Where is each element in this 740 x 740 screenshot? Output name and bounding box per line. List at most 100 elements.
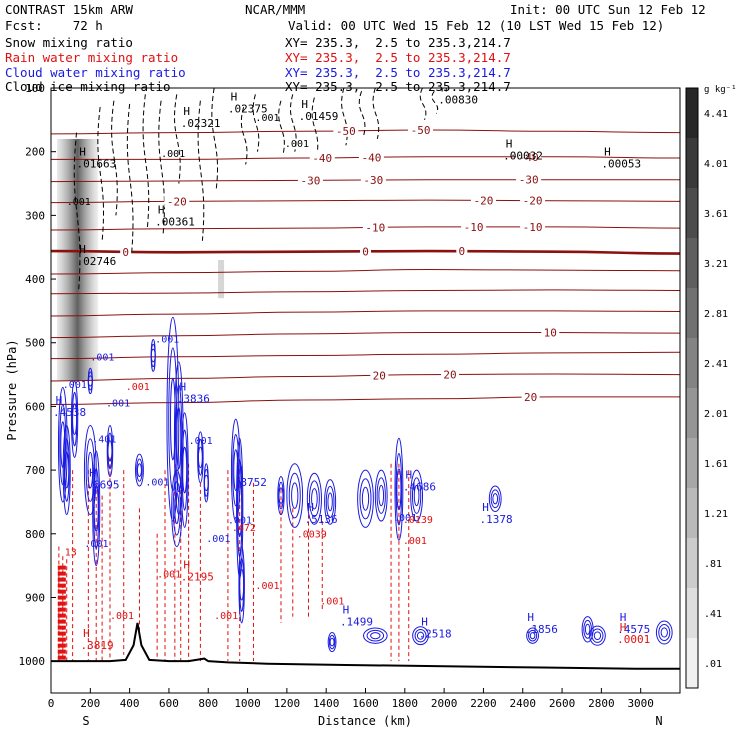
contour-label: -40 [519,151,539,164]
ice-shading [56,138,99,381]
colorbar-label: 2.01 [704,409,728,420]
field-xy-cloud-water: XY= 235.3, 2.5 to 235.3,214.7 [285,65,511,80]
x-tick-label: 200 [80,697,100,710]
extremum-marker: H [79,146,86,159]
snow-contour [211,88,219,190]
temperature-contour [51,129,680,135]
temperature-contour [51,310,680,317]
colorbar-unit: g kg⁻¹ [704,85,737,95]
contour-label-bg [521,391,540,404]
x-tick-label: 1600 [352,697,379,710]
contour-value: .001 [206,534,230,545]
cloud-contour [180,412,189,528]
extremum-marker: H [158,204,165,217]
snow-contour [372,88,380,140]
colorbar-label: 3.61 [704,209,728,220]
temperature-contour [51,351,680,360]
colorbar-bin [686,88,698,138]
field-xy-cloud-ice: XY= 235.3, 2.5 to 235.3,214.7 [285,79,511,94]
extremum-value: .02321 [181,117,221,130]
x-tick-label: 1400 [313,697,340,710]
contour-value: .001 [63,380,87,391]
cloud-contour [135,453,144,487]
cloud-contour [288,472,301,519]
colorbar-bin [686,638,698,688]
cloud-contour [363,627,388,644]
contour-label-bg [516,173,542,186]
cloud-contour [327,632,337,653]
contour-label: -30 [363,174,383,187]
contour-label: -10 [523,221,543,234]
extremum-value: .5136 [305,513,338,526]
colorbar-bin [686,588,698,638]
contour-value: .001 [285,139,309,150]
y-tick-label: 1000 [19,655,46,668]
cloud-contour [412,626,429,646]
cloud-contour [203,474,209,491]
contour-label: -40 [361,151,381,164]
colorbar-label: 2.81 [704,309,728,320]
y-tick-label: 400 [25,273,45,286]
contour-label-bg [164,195,190,208]
extremum-value: .2518 [419,628,452,641]
contour-value: .001 [393,513,417,524]
extremum-marker: H [236,464,243,477]
extremum-value: .4575 [617,623,650,636]
terrain-line [51,622,680,670]
cloud-contour [308,480,320,518]
x-tick-label: 2400 [510,697,537,710]
extremum-marker: H [89,467,96,480]
cloud-contour [171,469,183,548]
colorbar-bin [686,288,698,338]
extremum-value: .0001 [617,633,650,646]
contour-value: .001 [90,353,114,364]
snow-contour [431,90,439,114]
cloud-contour [328,634,336,650]
cloud-contour [136,463,142,477]
x-tick-label: 1000 [234,697,261,710]
cloud-contour [361,486,370,511]
cloud-contour [359,478,372,520]
contour-label: 10 [544,327,557,340]
cloud-contour [376,477,386,514]
cloud-contour [366,629,385,642]
cloud-contour [490,489,500,509]
contour-value: .001 [155,335,179,346]
extremum-marker: H [231,90,238,103]
north-label: N [655,714,662,728]
contour-value: .001 [320,596,344,607]
colorbar-label: 1.21 [704,509,728,520]
cloud-contour [416,631,425,640]
extremum-value: .00361 [155,216,195,229]
cloud-contour [581,616,594,643]
contour-value: .001 [126,382,150,393]
contour-label: -20 [523,195,543,208]
temperature-contour [51,289,680,295]
colorbar-bin [686,188,698,238]
x-tick-label: 2600 [549,697,576,710]
contour-value: .0039 [297,530,327,541]
extremum-marker: H [183,558,190,571]
contour-label: -20 [167,195,187,208]
extremum-marker: H [527,611,534,624]
cloud-contour [197,431,204,484]
extremum-value: .3819 [80,639,113,652]
temperature-contour [51,332,680,339]
contour-label: -40 [312,152,332,165]
colorbar-label: 4.41 [704,109,728,120]
cloud-contour [136,458,143,482]
cloud-contour [62,425,71,516]
cloud-contour [527,629,538,642]
x-tick-label: 1200 [274,697,301,710]
extremum-value: .00830 [438,93,478,106]
colorbar-bin [686,338,698,388]
cloud-contour [150,348,156,363]
extremum-value: .1499 [340,616,373,629]
cloud-contour [59,404,67,486]
extremum-value: .1856 [525,623,558,636]
contour-label-bg [541,326,560,339]
contour-value: .001 [157,570,181,581]
extremum-value: .00053 [601,158,641,171]
contour-value: .001 [67,197,91,208]
cloud-contour [85,438,95,502]
